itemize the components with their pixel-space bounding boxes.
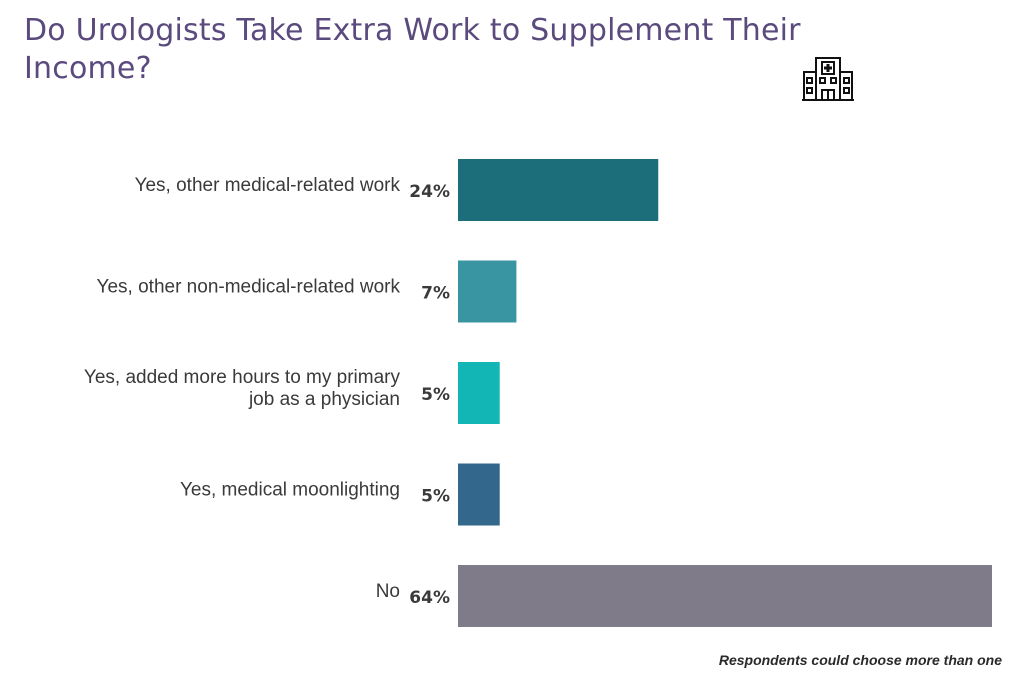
chart-title: Do Urologists Take Extra Work to Supplem…: [24, 13, 801, 86]
value-label-4: 64%: [409, 588, 450, 608]
value-label-2: 5%: [421, 385, 450, 405]
bar-0: [458, 159, 659, 221]
category-label-4: No: [376, 581, 400, 602]
bar-1: [458, 260, 517, 323]
category-label-1: Yes, other non-medical-related work: [97, 277, 401, 298]
footnote: Respondents could choose more than one: [718, 652, 1002, 668]
bar-4: [458, 565, 992, 627]
value-label-0: 24%: [409, 182, 450, 202]
bar-2: [458, 362, 500, 424]
category-label-3: Yes, medical moonlighting: [180, 480, 400, 501]
category-label-2-line-0: Yes, added more hours to my primary: [84, 367, 401, 388]
value-label-1: 7%: [421, 284, 450, 304]
value-label-3: 5%: [421, 487, 450, 507]
bar-3: [458, 463, 500, 526]
category-label-0: Yes, other medical-related work: [135, 175, 401, 196]
hospital-icon: [802, 57, 854, 101]
category-label-2-line-1: job as a physician: [248, 389, 400, 410]
